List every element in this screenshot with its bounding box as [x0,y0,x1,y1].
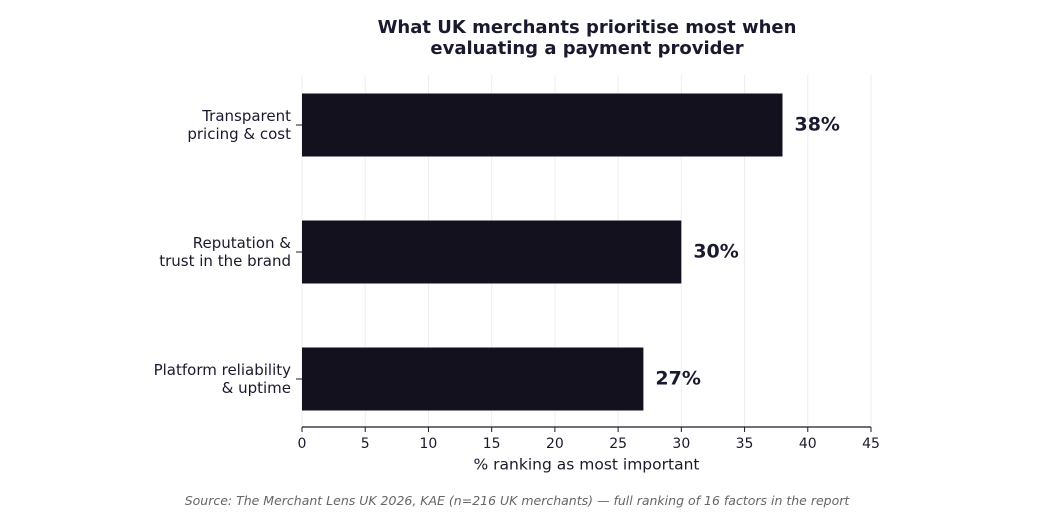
bar [302,347,644,411]
value-label: 27% [655,368,700,390]
x-tick-label: 20 [546,436,564,452]
bar [302,93,783,157]
y-tick-label: Reputation & trust in the brand [159,234,291,270]
x-tick-label: 15 [483,436,501,452]
x-tick-label: 40 [799,436,817,452]
x-tick-label: 25 [609,436,627,452]
x-tick-label: 45 [862,436,880,452]
y-tick-label: Platform reliability & uptime [153,361,291,397]
chart-title: What UK merchants prioritise most when e… [377,17,797,59]
value-label: 38% [794,114,839,136]
x-tick-label: 10 [420,436,438,452]
value-label: 30% [693,241,738,263]
x-tick-label: 0 [298,436,307,452]
source-note: Source: The Merchant Lens UK 2026, KAE (… [184,493,850,508]
x-axis-label: % ranking as most important [474,456,700,474]
x-tick-label: 5 [361,436,370,452]
x-tick-label: 30 [672,436,690,452]
x-tick-label: 35 [736,436,754,452]
bar [302,220,682,284]
y-tick-label: Transparent pricing & cost [187,107,291,143]
